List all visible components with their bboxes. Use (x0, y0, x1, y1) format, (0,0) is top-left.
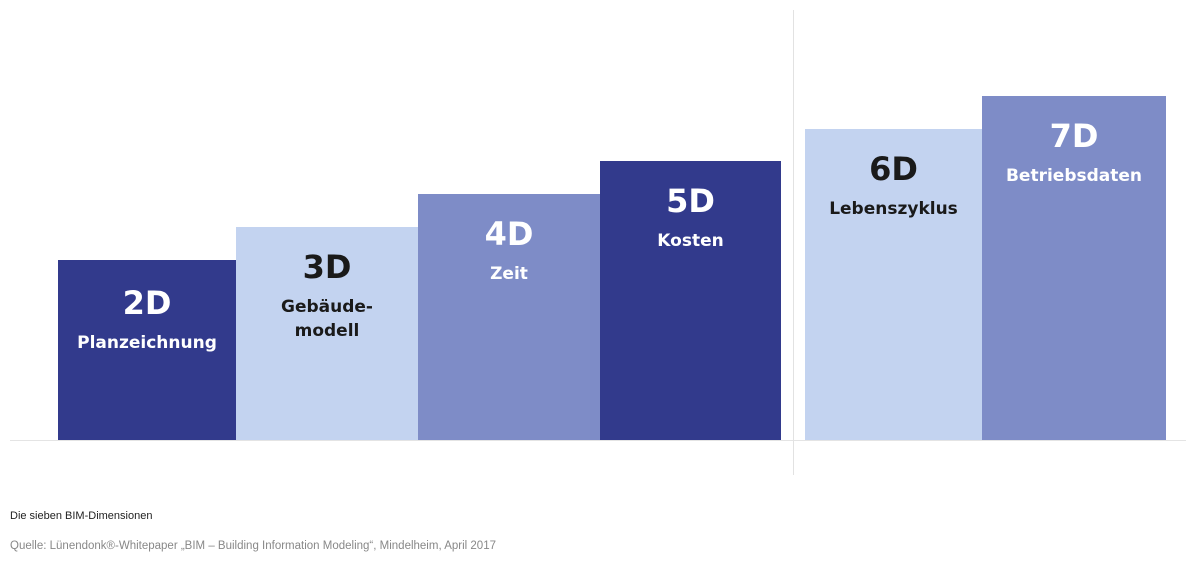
step-6d: 6D Lebenszyklus (805, 129, 982, 440)
step-7d: 7D Betriebsdaten (982, 96, 1166, 440)
step-label: Planzeichnung (77, 333, 217, 353)
figure-caption: Die sieben BIM-Dimensionen (10, 510, 153, 522)
step-5d: 5D Kosten (600, 161, 781, 440)
step-2d: 2D Planzeichnung (58, 260, 236, 440)
step-4d: 4D Zeit (418, 194, 600, 440)
step-code: 5D (666, 182, 715, 220)
step-code: 6D (869, 150, 918, 188)
step-code: 4D (484, 215, 534, 253)
step-3d: 3D Gebäude- modell (236, 227, 418, 440)
source-note: Quelle: Lünendonk®-Whitepaper „BIM – Bui… (10, 540, 496, 552)
step-label: Lebenszyklus (829, 199, 958, 219)
step-label: Zeit (490, 264, 528, 284)
step-label: Kosten (657, 231, 724, 251)
step-code: 7D (1049, 117, 1099, 155)
step-label: Gebäude- modell (281, 297, 373, 341)
step-code: 3D (302, 248, 352, 286)
group-divider-line (793, 10, 794, 475)
baseline-line (10, 440, 1186, 441)
step-code: 2D (122, 284, 172, 322)
step-label: Betriebsdaten (1005, 166, 1143, 186)
